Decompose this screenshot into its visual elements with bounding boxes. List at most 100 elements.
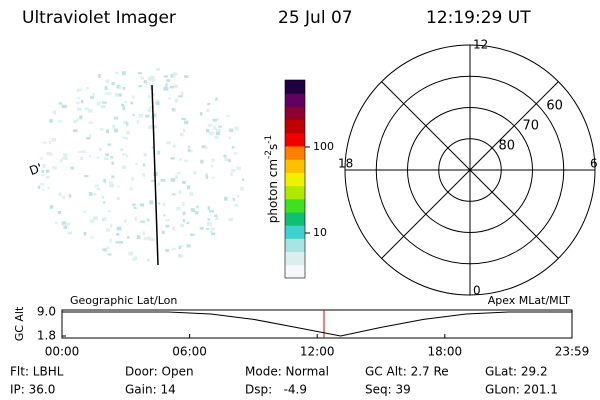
speckle [206,128,210,133]
speckle [210,165,214,168]
speckle [101,105,106,109]
speckle [215,131,220,136]
speckle [216,118,220,121]
speckle [122,106,126,111]
speckle [123,219,128,223]
speckle [119,241,124,244]
image-line [151,84,159,266]
speckle [62,224,66,227]
speckle [43,141,47,144]
speckle [72,129,78,133]
speckle [149,200,154,205]
speckle [214,214,218,217]
speckle [52,110,56,115]
speckle [131,95,135,99]
speckle [179,132,184,137]
color-step [285,198,305,213]
speckle [152,93,155,96]
speckle [212,118,218,122]
speckle [180,224,184,228]
footer: Flt: LBHL Door: Open Mode: Normal GC Alt: 2… [10,365,558,397]
colorbar: 10 100 [284,79,334,279]
speckle [97,156,100,159]
speckle [231,146,235,149]
color-step [285,106,305,121]
speckle [226,115,230,118]
image-annotation: D' [27,161,44,178]
speckle [59,159,63,163]
speckle [88,155,91,158]
speckle [103,217,107,222]
speckle [41,174,45,177]
speckle [145,114,150,118]
speckle [150,115,154,120]
speckle [151,146,155,149]
speckle [111,161,115,165]
speckle [42,189,45,192]
speckle [176,172,182,175]
speckle [189,192,194,196]
speckle [181,117,186,120]
speckle [116,197,120,201]
speckle [39,183,45,186]
speckle [170,178,176,182]
ring-label: 60 [546,98,563,113]
speckle [181,91,184,96]
speckle [232,197,235,202]
speckle [132,203,136,207]
speckle [189,233,195,236]
speckle [121,103,125,107]
speckle [49,205,54,209]
speckle [117,93,122,97]
speckle [160,179,166,182]
speckle [88,192,93,196]
speckle [192,208,196,213]
speckle [143,80,147,84]
speckle [174,98,178,103]
speckle [51,138,57,142]
speckle [61,195,66,199]
speckle [178,245,181,250]
speckle [205,173,209,176]
speckle [125,155,129,158]
speckle [116,185,120,188]
speckle [86,87,89,90]
speckle [188,145,191,148]
speckle [86,137,91,140]
label-part: -1 [264,135,274,144]
mlt-label: 12 [473,38,488,52]
speckle [105,228,110,232]
speckle [173,84,178,89]
speckle [41,169,44,173]
speckle [49,119,53,123]
speckle [104,86,108,91]
speckle [182,202,185,207]
speckle [213,125,216,129]
speckle [188,149,193,153]
label-part: -2 [264,150,274,159]
speckle [57,210,62,214]
color-step [285,93,305,107]
x-tick-label: 23:59 [555,345,590,359]
speckle [236,166,241,171]
speckle [136,235,141,240]
color-step [285,132,305,147]
speckle [231,168,235,172]
speckle [61,221,66,226]
speckle [105,129,109,134]
speckle [76,96,81,99]
speckle [155,101,160,105]
speckle [124,100,127,103]
speckle [76,118,79,122]
speckle [40,156,43,160]
info-field: Mode: Normal [245,365,329,379]
speckle [210,227,216,231]
speckle [101,195,105,199]
altitude-line [62,311,572,337]
speckle [193,170,197,175]
speckle [184,75,189,78]
x-tick-label: 12:00 [300,345,335,359]
info-field: Door: Open [125,365,194,379]
speckle [107,253,112,256]
speckle [182,211,186,216]
